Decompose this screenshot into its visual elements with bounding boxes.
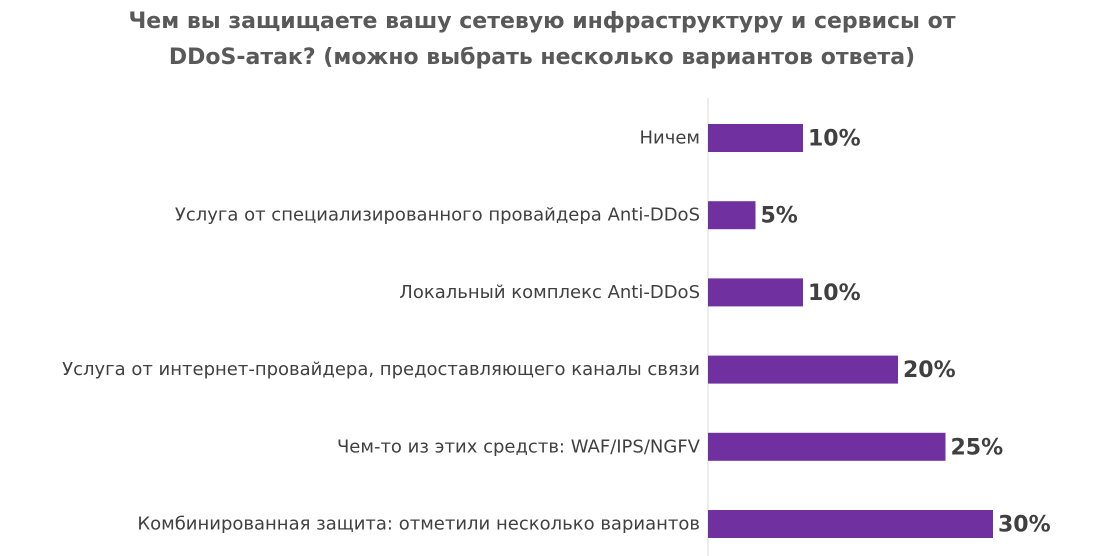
- value-label-2: 10%: [808, 281, 861, 306]
- bar-4: [708, 432, 946, 461]
- value-label-5: 30%: [998, 513, 1051, 538]
- bar-0: [708, 124, 803, 152]
- category-label-3: Услуга от интернет-провайдера, предостав…: [62, 359, 700, 380]
- value-labels: 10% 5% 10% 20% 25% 30%: [761, 127, 1051, 538]
- value-label-4: 25%: [951, 435, 1004, 460]
- bar-3: [708, 355, 898, 384]
- category-label-2: Локальный комплекс Anti-DDoS: [399, 282, 700, 303]
- bar-5: [708, 510, 993, 538]
- chart-title-line-2: DDoS-атак? (можно выбрать несколько вари…: [168, 45, 916, 70]
- bar-2: [708, 278, 803, 307]
- value-label-1: 5%: [761, 204, 798, 229]
- value-label-3: 20%: [903, 358, 956, 383]
- bars-layer: [708, 124, 993, 538]
- chart-title-line-1: Чем вы защищаете вашу сетевую инфраструк…: [128, 9, 956, 34]
- category-label-5: Комбинированная защита: отметили несколь…: [137, 514, 700, 535]
- category-label-4: Чем-то из этих средств: WAF/IPS/NGFV: [337, 436, 701, 457]
- category-label-1: Услуга от специализированного провайдера…: [175, 205, 700, 226]
- bar-1: [708, 201, 756, 230]
- category-labels: Ничем Услуга от специализированного прова…: [62, 128, 701, 535]
- value-label-0: 10%: [808, 127, 861, 152]
- chart-title: Чем вы защищаете вашу сетевую инфраструк…: [0, 4, 1084, 76]
- category-label-0: Ничем: [639, 128, 700, 149]
